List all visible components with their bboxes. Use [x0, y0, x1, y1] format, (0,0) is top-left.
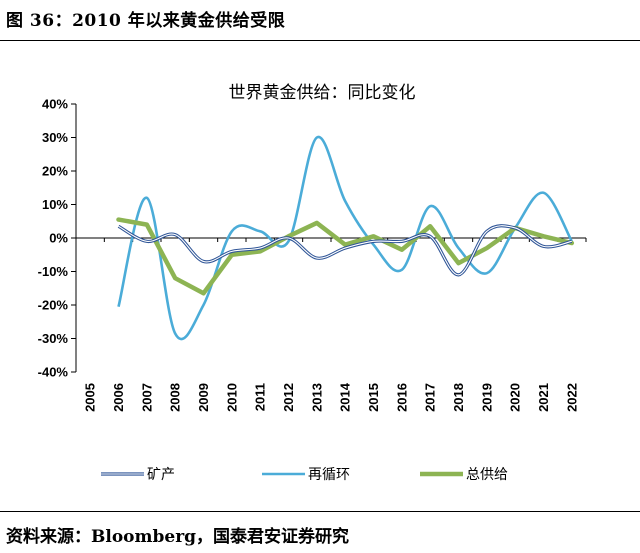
x-tick-label: 2018 [451, 383, 466, 412]
top-rule [0, 40, 640, 41]
legend: 矿产 再循环 总供给 [101, 467, 508, 483]
x-tick-label: 2017 [423, 383, 438, 412]
chart: 世界黄金供给：同比变化 40% 30% 20% 10% 0% -10% -20% -30% -4… [38, 83, 587, 483]
y-tick-label: -10% [38, 264, 69, 279]
y-tick-label: -30% [38, 331, 69, 346]
x-tick-label: 2015 [366, 383, 381, 412]
legend-label: 矿产 [147, 467, 175, 483]
series-line-total [116, 217, 575, 296]
x-tick-label: 2022 [564, 383, 579, 412]
series-line-mine-inner [118, 225, 572, 276]
y-ticks: 40% 30% 20% 10% 0% -10% -20% -30% -40% [38, 97, 76, 380]
x-tick-label: 2020 [508, 383, 523, 412]
x-tick-label: 2007 [139, 383, 154, 412]
source-note: 资料来源：Bloomberg，国泰君安证券研究 [6, 527, 350, 547]
x-tick-label: 2010 [224, 383, 239, 412]
x-tick-label: 2008 [168, 383, 183, 412]
x-tick-label: 2006 [111, 383, 126, 412]
x-tick-label: 2016 [394, 383, 409, 412]
x-tick-label: 2011 [253, 383, 268, 411]
x-tick-label: 2019 [479, 383, 494, 412]
figure-title: 图 36：2010 年以来黄金供给受限 [6, 11, 286, 31]
y-tick-label: 30% [42, 130, 68, 145]
legend-label: 总供给 [466, 467, 508, 483]
x-ticks: 2005 2006 2007 2008 2009 2010 2011 2012 2013 2014… [75, 238, 587, 412]
chart-title: 世界黄金供给：同比变化 [229, 83, 416, 103]
bottom-rule [0, 511, 640, 512]
x-tick-label: 2005 [83, 383, 98, 412]
y-tick-label: 0% [49, 231, 68, 246]
y-tick-label: 20% [42, 164, 68, 179]
series-line-recycle [117, 135, 573, 341]
y-tick-label: -40% [38, 365, 69, 380]
x-tick-label: 2014 [338, 382, 353, 412]
y-tick-label: -20% [38, 298, 69, 313]
x-tick-label: 2013 [309, 383, 324, 412]
x-tick-label: 2021 [536, 383, 551, 412]
y-tick-label: 10% [42, 197, 68, 212]
series-lines [116, 135, 575, 341]
x-tick-label: 2009 [196, 383, 211, 412]
x-tick-label: 2012 [281, 383, 296, 412]
y-tick-label: 40% [42, 97, 68, 112]
legend-label: 再循环 [308, 467, 350, 483]
